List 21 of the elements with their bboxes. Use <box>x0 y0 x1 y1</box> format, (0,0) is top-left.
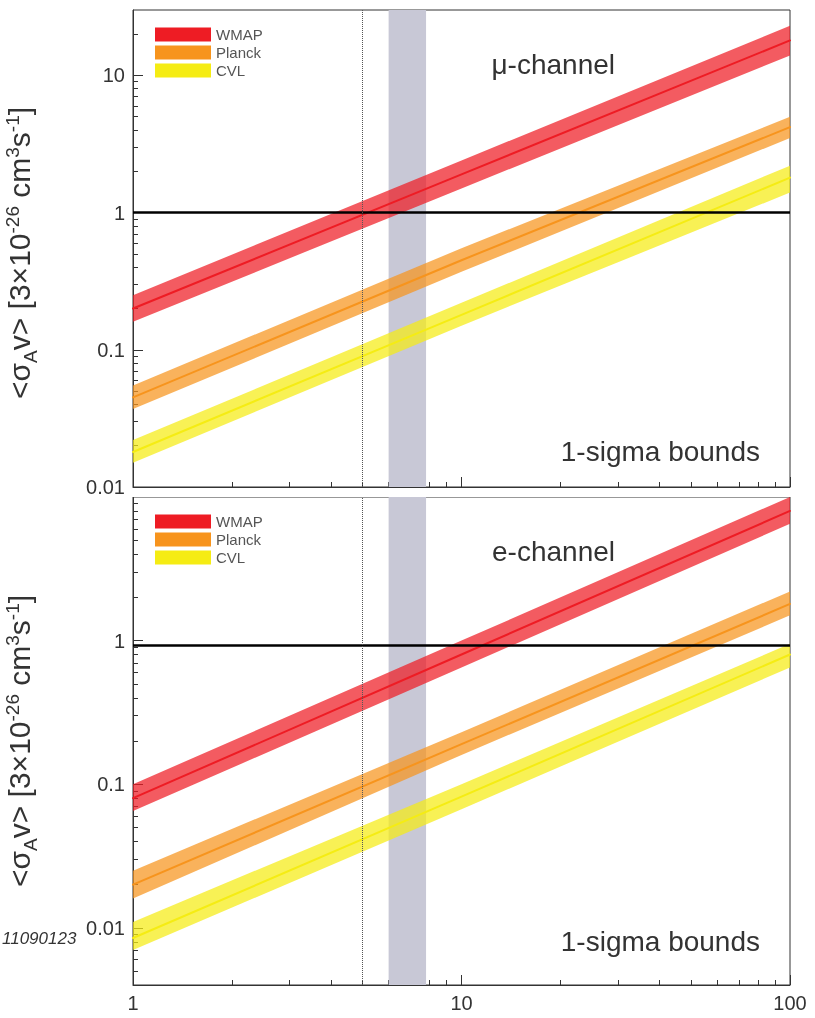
legend-label: WMAP <box>216 26 263 43</box>
y-tick-label: 10 <box>102 64 125 87</box>
legend-label: Planck <box>216 531 262 548</box>
y-tick-label: 1 <box>113 629 125 652</box>
x-tick-label: 1 <box>127 992 139 1014</box>
x-tick-label: 10 <box>450 992 473 1014</box>
legend-label: CVL <box>216 549 246 566</box>
legend-label: CVL <box>216 62 246 79</box>
y-tick-label: 0.01 <box>86 916 125 939</box>
legend-label: WMAP <box>216 513 263 530</box>
y-tick-label: 0.1 <box>97 338 125 361</box>
annotation: e-channel <box>492 535 616 567</box>
legend-label: Planck <box>216 44 262 61</box>
y-tick-label: 1 <box>113 201 125 224</box>
x-tick-label: 100 <box>773 992 807 1014</box>
y-tick-label: 0.1 <box>97 773 125 796</box>
annotation: 1-sigma bounds <box>560 925 761 957</box>
y-tick-label: 0.01 <box>86 476 125 498</box>
text: 11090123 <box>2 929 77 948</box>
annotation: 1-sigma bounds <box>560 435 761 467</box>
annotation: μ-channel <box>491 48 616 80</box>
